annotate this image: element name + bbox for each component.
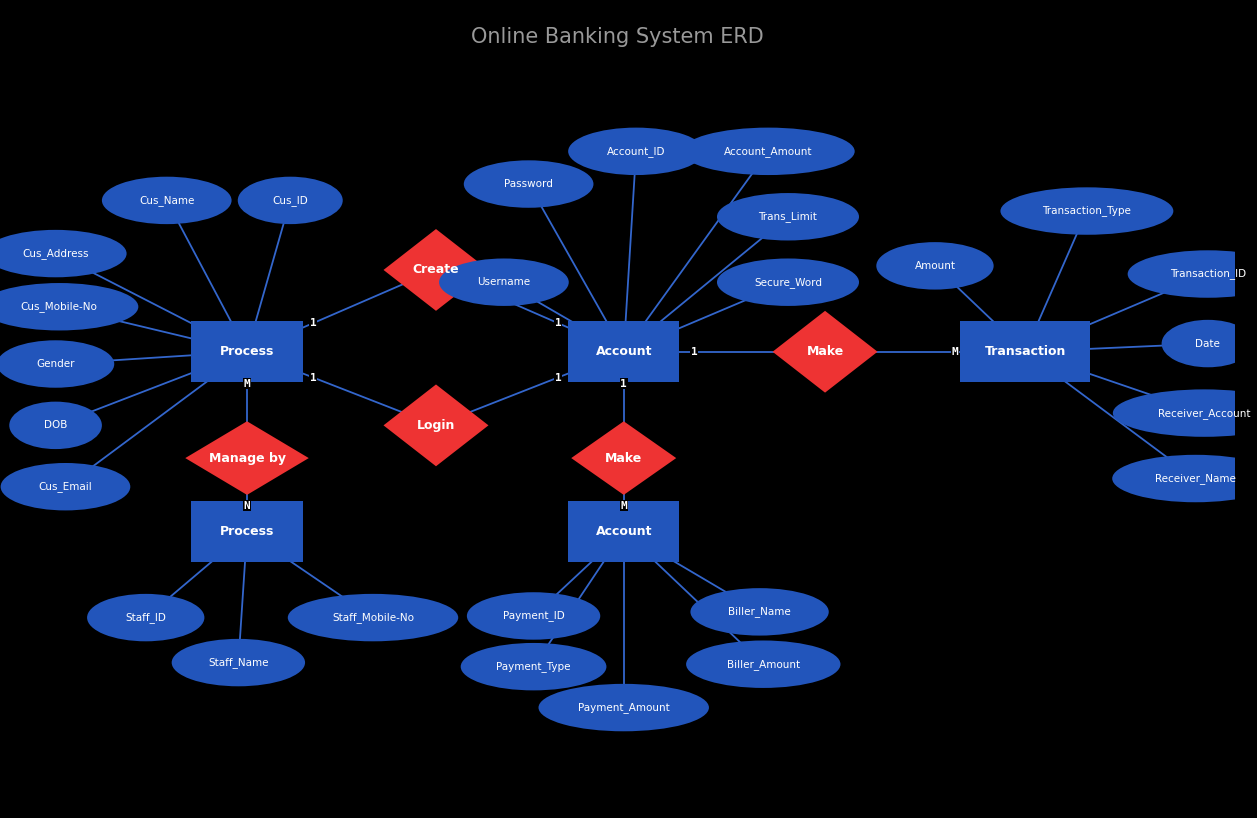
Text: Cus_Name: Cus_Name (140, 195, 195, 206)
Text: Process: Process (220, 525, 274, 538)
Ellipse shape (439, 258, 568, 306)
Ellipse shape (87, 594, 205, 641)
Text: Staff_ID: Staff_ID (126, 612, 166, 623)
Text: Biller_Name: Biller_Name (728, 606, 791, 618)
Ellipse shape (716, 193, 859, 240)
Text: Gender: Gender (36, 359, 75, 369)
FancyBboxPatch shape (960, 321, 1090, 382)
Text: Payment_Amount: Payment_Amount (578, 702, 670, 713)
Ellipse shape (0, 340, 114, 388)
Text: N: N (244, 501, 250, 511)
Ellipse shape (1161, 320, 1254, 367)
Text: Staff_Mobile-No: Staff_Mobile-No (332, 612, 414, 623)
Text: M: M (621, 501, 627, 511)
Text: Create: Create (412, 263, 459, 276)
Text: M: M (952, 347, 959, 357)
Ellipse shape (876, 242, 993, 290)
Ellipse shape (238, 177, 343, 224)
Text: 1: 1 (554, 372, 562, 383)
Text: Username: Username (478, 277, 530, 287)
Text: Cus_ID: Cus_ID (273, 195, 308, 206)
Text: DOB: DOB (44, 420, 68, 430)
Polygon shape (185, 421, 309, 495)
Text: 1: 1 (554, 318, 562, 328)
Ellipse shape (686, 640, 841, 688)
Text: Account_ID: Account_ID (607, 146, 665, 157)
Text: Payment_ID: Payment_ID (503, 610, 564, 622)
Ellipse shape (538, 684, 709, 731)
Text: Staff_Name: Staff_Name (209, 657, 269, 668)
Text: Online Banking System ERD: Online Banking System ERD (471, 27, 764, 47)
Text: Trans_Limit: Trans_Limit (758, 211, 817, 222)
Polygon shape (383, 229, 489, 311)
Ellipse shape (1128, 250, 1257, 298)
Ellipse shape (0, 283, 138, 330)
Text: Transaction: Transaction (984, 345, 1066, 358)
Text: Process: Process (220, 345, 274, 358)
Text: Password: Password (504, 179, 553, 189)
Text: Transaction_ID: Transaction_ID (1170, 268, 1246, 280)
FancyBboxPatch shape (191, 501, 303, 563)
Text: Cus_Email: Cus_Email (39, 481, 92, 492)
Ellipse shape (1001, 187, 1173, 235)
Text: Date: Date (1195, 339, 1221, 348)
Text: Cus_Mobile-No: Cus_Mobile-No (21, 301, 98, 312)
Ellipse shape (102, 177, 231, 224)
Text: Make: Make (605, 452, 642, 465)
Text: Account: Account (596, 345, 652, 358)
Text: Transaction_Type: Transaction_Type (1042, 205, 1131, 217)
Text: Cus_Address: Cus_Address (23, 248, 89, 259)
Polygon shape (571, 421, 676, 495)
Ellipse shape (288, 594, 459, 641)
Text: Payment_Type: Payment_Type (497, 661, 571, 672)
Text: Receiver_Name: Receiver_Name (1155, 473, 1236, 484)
Ellipse shape (9, 402, 102, 449)
Ellipse shape (716, 258, 859, 306)
Text: 1: 1 (309, 318, 317, 328)
Ellipse shape (568, 128, 704, 175)
Text: 1: 1 (309, 372, 317, 383)
Text: Make: Make (807, 345, 843, 358)
Ellipse shape (0, 230, 127, 277)
Polygon shape (773, 311, 877, 393)
Ellipse shape (172, 639, 305, 686)
Text: Account: Account (596, 525, 652, 538)
Text: 1: 1 (621, 379, 627, 389)
Text: M: M (244, 379, 250, 389)
Ellipse shape (464, 160, 593, 208)
Text: Account_Amount: Account_Amount (724, 146, 812, 157)
Text: Login: Login (417, 419, 455, 432)
Ellipse shape (0, 463, 131, 510)
Polygon shape (383, 384, 489, 466)
FancyBboxPatch shape (191, 321, 303, 382)
Ellipse shape (466, 592, 601, 640)
Text: Amount: Amount (915, 261, 955, 271)
Text: Biller_Amount: Biller_Amount (727, 658, 799, 670)
Ellipse shape (1112, 455, 1257, 502)
Text: Secure_Word: Secure_Word (754, 276, 822, 288)
Ellipse shape (1112, 389, 1257, 437)
Text: 1: 1 (691, 347, 698, 357)
FancyBboxPatch shape (568, 501, 679, 563)
Ellipse shape (690, 588, 828, 636)
Ellipse shape (681, 128, 855, 175)
Text: Manage by: Manage by (209, 452, 285, 465)
Text: Receiver_Account: Receiver_Account (1158, 407, 1251, 419)
Ellipse shape (461, 643, 606, 690)
FancyBboxPatch shape (568, 321, 679, 382)
